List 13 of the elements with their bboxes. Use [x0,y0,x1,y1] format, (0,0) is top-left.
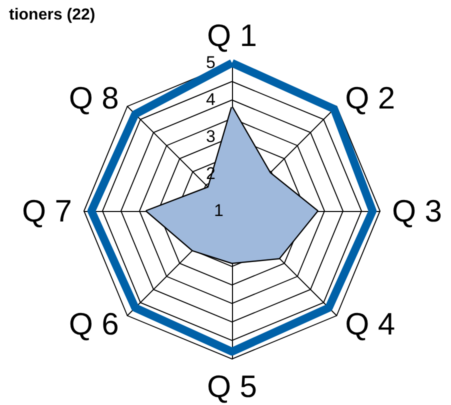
spoke-label: Q 7 [22,194,72,228]
spoke-label: Q 1 [207,18,257,53]
y-tick-label: 4 [206,90,216,109]
y-tick-label: 5 [206,53,216,72]
chart-title: tioners (22) [9,6,96,24]
spoke-label: Q 4 [345,306,396,342]
spoke-label: Q 8 [68,80,119,116]
spoke-label: Q 6 [68,306,119,342]
spoke-label: Q 2 [345,80,396,116]
y-tick-label: 3 [206,127,216,146]
y-tick-label: 1 [214,201,224,220]
spoke-label: Q 3 [392,194,442,228]
spoke-label: Q 5 [207,369,257,404]
